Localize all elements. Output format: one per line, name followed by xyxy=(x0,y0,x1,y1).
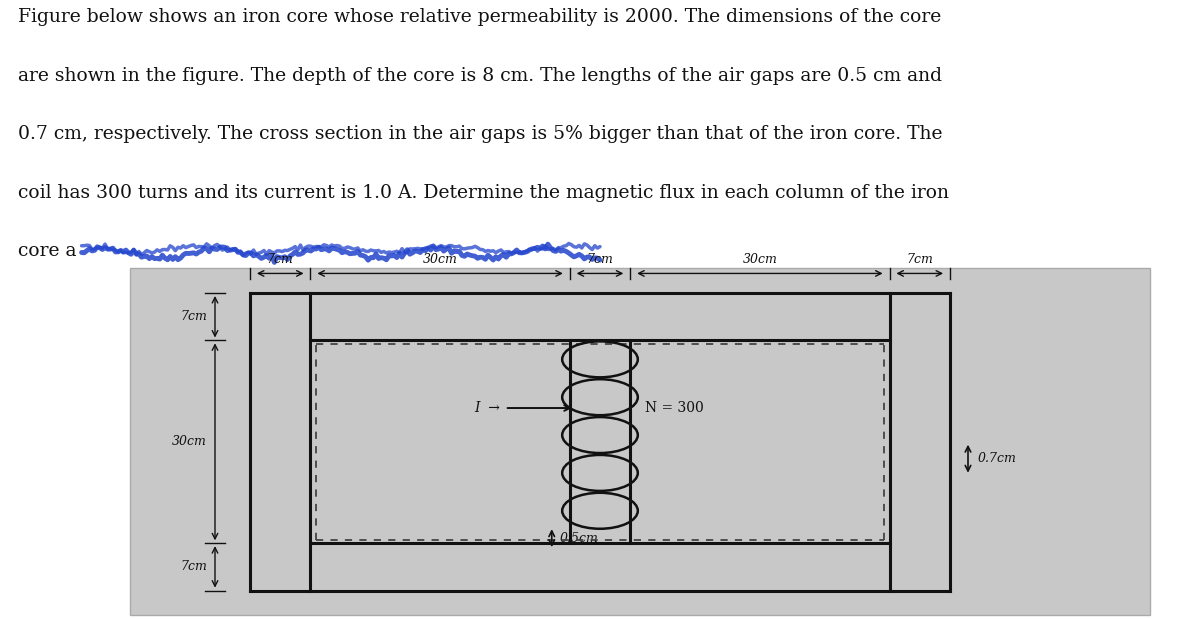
Text: 7cm: 7cm xyxy=(180,310,206,323)
Text: 0.5cm: 0.5cm xyxy=(559,532,599,545)
Text: N = 300: N = 300 xyxy=(646,401,704,415)
Text: 0.7 cm, respectively. The cross section in the air gaps is 5% bigger than that o: 0.7 cm, respectively. The cross section … xyxy=(18,125,942,143)
Text: 0.7cm: 0.7cm xyxy=(978,452,1016,465)
Text: 7cm: 7cm xyxy=(266,253,294,266)
Text: 30cm: 30cm xyxy=(172,435,206,448)
Text: 30cm: 30cm xyxy=(743,253,778,266)
Text: I  →: I → xyxy=(474,401,499,415)
Text: Figure below shows an iron core whose relative permeability is 2000. The dimensi: Figure below shows an iron core whose re… xyxy=(18,8,941,26)
Text: 30cm: 30cm xyxy=(422,253,457,266)
Text: 7cm: 7cm xyxy=(906,253,934,266)
Bar xyxy=(130,268,1150,615)
Text: 7cm: 7cm xyxy=(180,560,206,573)
Text: are shown in the figure. The depth of the core is 8 cm. The lengths of the air g: are shown in the figure. The depth of th… xyxy=(18,67,942,85)
Text: 7cm: 7cm xyxy=(587,253,613,266)
Text: coil has 300 turns and its current is 1.0 A. Determine the magnetic flux in each: coil has 300 turns and its current is 1.… xyxy=(18,184,949,202)
Text: core a: core a xyxy=(18,243,77,261)
